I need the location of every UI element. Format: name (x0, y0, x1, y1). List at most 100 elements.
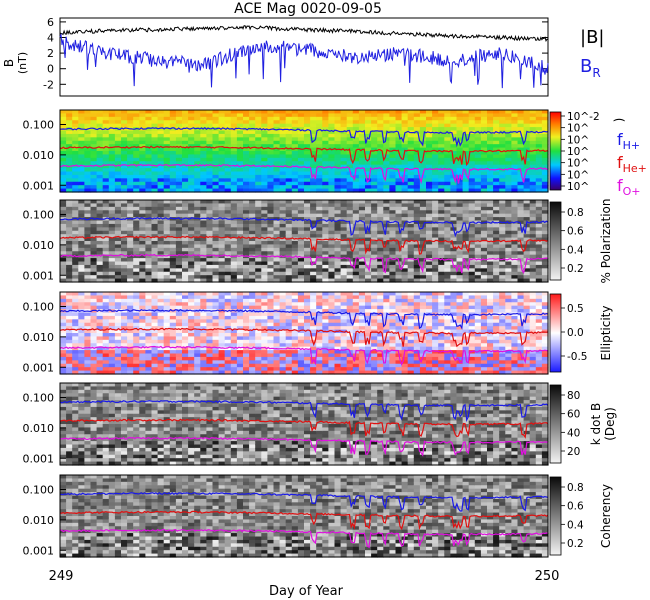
heatmap-cell (224, 206, 232, 211)
heatmap-cell (279, 120, 287, 125)
heatmap-cell (340, 206, 348, 211)
heatmap-cell (60, 210, 67, 215)
heatmap-cell (322, 333, 329, 338)
heatmap-cell (249, 144, 256, 149)
heatmap-cell (383, 213, 390, 218)
heatmap-cell (389, 116, 397, 121)
heatmap-cell (419, 188, 427, 193)
heatmap-cell (188, 261, 195, 266)
heatmap-cell (413, 203, 421, 208)
heatmap-cell (218, 343, 226, 348)
heatmap-cell (419, 241, 427, 246)
heatmap-cell (334, 154, 342, 159)
heatmap-cell (383, 137, 390, 142)
heatmap-cell (145, 210, 153, 215)
heatmap-cell (517, 203, 525, 208)
heatmap-cell (236, 130, 244, 135)
heatmap-cell (84, 244, 92, 249)
heatmap-cell (84, 185, 92, 190)
heatmap-cell (145, 181, 153, 186)
heatmap-cell (310, 113, 317, 118)
heatmap-cell (395, 120, 403, 125)
heatmap-cell (426, 200, 433, 205)
heatmap-cell (493, 147, 500, 152)
heatmap-cell (487, 264, 494, 269)
heatmap-cell (102, 206, 110, 211)
heatmap-cell (346, 178, 354, 183)
heatmap-cell (322, 298, 329, 303)
heatmap-cell (316, 200, 323, 205)
heatmap-cell (139, 151, 146, 156)
heatmap-cell (328, 227, 336, 232)
heatmap-cell (194, 278, 201, 283)
heatmap-cell (383, 268, 390, 273)
heatmap-cell (255, 271, 262, 276)
heatmap-cell (188, 200, 195, 205)
heatmap-cell (206, 241, 214, 246)
heatmap-cell (291, 210, 299, 215)
heatmap-cell (310, 144, 317, 149)
heatmap-cell (468, 254, 476, 259)
heatmap-cell (297, 247, 305, 252)
heatmap-cell (407, 210, 415, 215)
heatmap-cell (139, 181, 146, 186)
heatmap-cell (182, 237, 189, 242)
heatmap-cell (487, 210, 494, 215)
heatmap-cell (413, 113, 421, 118)
heatmap-cell (249, 244, 256, 249)
heatmap-cell (175, 220, 183, 225)
heatmap-cell (328, 336, 336, 341)
heatmap-cell (285, 237, 293, 242)
heatmap-cell (175, 315, 183, 320)
heatmap-cell (121, 227, 128, 232)
heatmap-cell (432, 223, 439, 228)
heatmap-cell (255, 353, 262, 358)
heatmap-cell (328, 264, 336, 269)
heatmap-cell (163, 343, 171, 348)
heatmap-cell (310, 298, 317, 303)
heatmap-cell (365, 271, 372, 276)
heatmap-cell (517, 206, 525, 211)
heatmap-cell (108, 137, 116, 142)
heatmap-cell (206, 220, 214, 225)
heatmap-cell (182, 305, 189, 310)
heatmap-cell (114, 220, 122, 225)
heatmap-cell (90, 268, 98, 273)
heatmap-cell (102, 213, 110, 218)
heatmap-cell (279, 329, 287, 334)
heatmap-cell (102, 346, 110, 351)
heatmap-cell (218, 271, 226, 276)
heatmap-cell (371, 230, 378, 235)
heatmap-cell (133, 319, 140, 324)
heatmap-cell (66, 188, 73, 193)
heatmap-cell (243, 315, 250, 320)
heatmap-cell (322, 113, 329, 118)
heatmap-cell (96, 203, 104, 208)
heatmap-cell (517, 247, 525, 252)
heatmap-cell (255, 312, 262, 317)
heatmap-cell (127, 110, 134, 115)
heatmap-cell (127, 363, 134, 368)
heatmap-cell (267, 140, 275, 145)
heatmap-cell (291, 116, 299, 121)
heatmap-cell (60, 234, 67, 239)
heatmap-cell (206, 247, 214, 252)
heatmap-cell (169, 305, 177, 310)
heatmap-cell (450, 230, 458, 235)
heatmap-cell (444, 251, 451, 256)
heatmap-cell (230, 343, 238, 348)
heatmap-cell (194, 370, 201, 375)
heatmap-cell (175, 353, 183, 358)
heatmap-cell (145, 164, 153, 169)
heatmap-cell (66, 367, 73, 372)
heatmap-cell (60, 200, 67, 205)
heatmap-cell (358, 234, 366, 239)
heatmap-cell (523, 133, 531, 138)
heatmap-cell (243, 147, 250, 152)
heatmap-cell (127, 333, 134, 338)
heatmap-cell (322, 188, 329, 193)
heatmap-cell (145, 247, 153, 252)
heatmap-cell (139, 367, 146, 372)
